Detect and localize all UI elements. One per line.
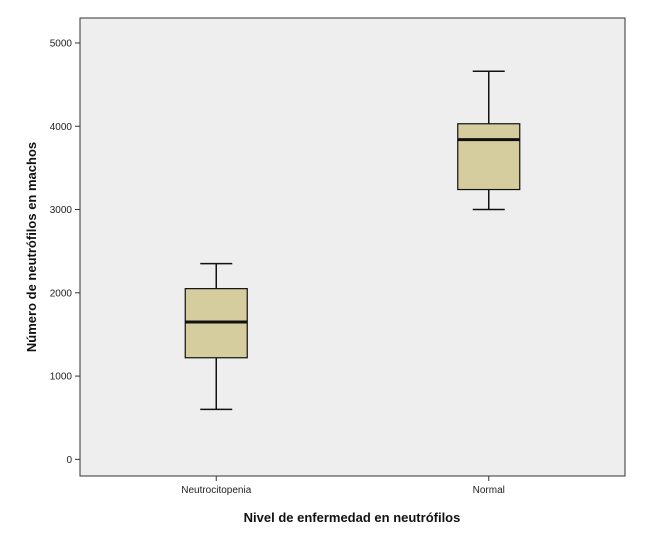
x-tick-label: Neutrocitopenia	[181, 485, 251, 496]
y-axis-title: Número de neutrófilos en machos	[24, 142, 39, 352]
x-axis-title: Nivel de enfermedad en neutrófilos	[244, 510, 461, 525]
y-tick-label: 3000	[50, 205, 73, 216]
y-tick-label: 2000	[50, 288, 73, 299]
x-tick-label: Normal	[473, 485, 505, 496]
box-series	[184, 70, 521, 411]
y-tick-label: 1000	[50, 372, 73, 383]
y-axis-ticks: 0 1000 2000 3000 4000 5000	[50, 38, 80, 466]
box-neutrocitopenia	[184, 262, 248, 411]
x-axis-ticks: Neutrocitopenia Normal	[181, 476, 505, 496]
box-normal	[457, 70, 521, 211]
y-tick-label: 5000	[50, 38, 73, 49]
plot-area	[79, 17, 626, 477]
y-tick-label: 4000	[50, 122, 73, 133]
box-iqr	[457, 123, 521, 191]
y-tick-label: 0	[66, 455, 72, 466]
